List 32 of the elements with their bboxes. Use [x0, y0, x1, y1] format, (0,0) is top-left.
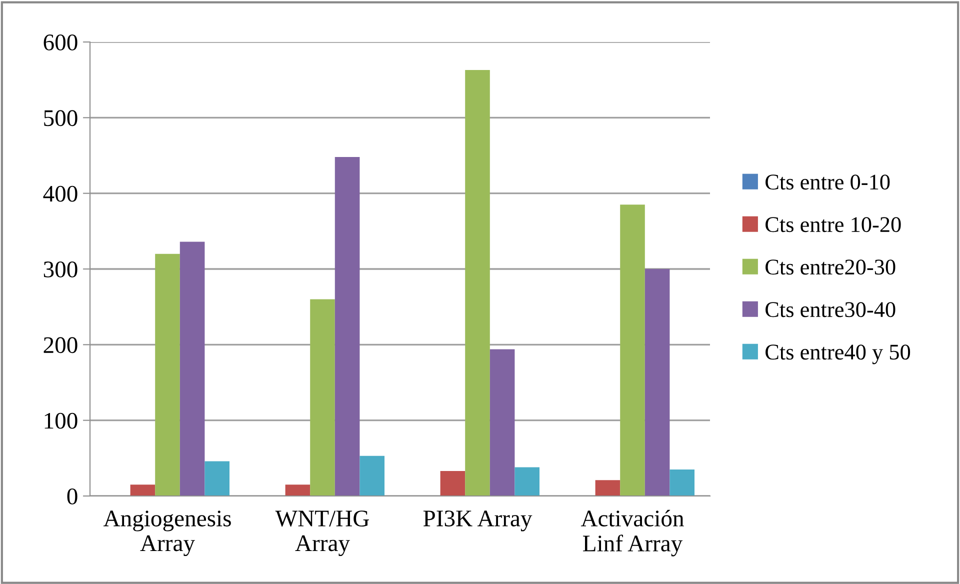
bar — [644, 269, 670, 496]
bar — [155, 254, 180, 496]
y-tick-label: 300 — [44, 261, 78, 278]
y-tick-label: 100 — [44, 412, 78, 429]
bar — [514, 467, 540, 496]
legend-label: Cts entre 0-10 — [766, 174, 890, 190]
legend-label: Cts entre30-40 — [766, 302, 896, 318]
bar — [440, 471, 466, 496]
bar — [360, 456, 384, 496]
bar — [204, 461, 230, 496]
y-tick-label: 500 — [44, 110, 78, 126]
x-tick-label: WNT/HG Array — [275, 510, 369, 556]
bar — [285, 484, 310, 496]
bar — [310, 299, 335, 496]
bar — [620, 204, 645, 496]
y-tick-label: 600 — [44, 34, 78, 50]
bar — [595, 480, 620, 496]
legend-label: Cts entre20-30 — [766, 260, 896, 275]
bar — [180, 242, 205, 496]
y-tick-label: 0 — [67, 488, 78, 504]
y-tick-label: 400 — [43, 186, 78, 202]
legend-label: Cts entre 10-20 — [766, 217, 901, 232]
x-tick-label: PI3K Array — [423, 510, 532, 532]
bar — [670, 470, 694, 496]
x-tick-label: Angiogenesis Array — [103, 510, 231, 556]
legend-label: Cts entre40 y 50 — [766, 344, 910, 364]
bar — [130, 484, 156, 496]
bar — [490, 349, 515, 496]
bar — [334, 157, 360, 496]
x-tick-label: Activación Linf Array — [580, 510, 684, 556]
bar — [465, 70, 490, 496]
y-tick-label: 200 — [44, 337, 78, 354]
